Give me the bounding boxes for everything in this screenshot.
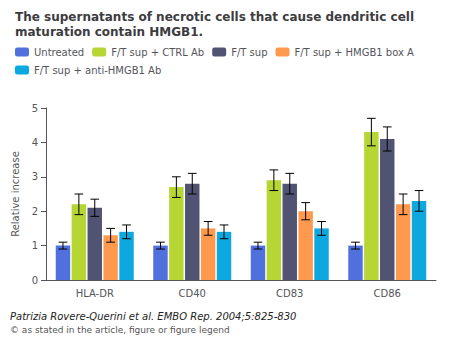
svg-text:1: 1	[32, 240, 38, 251]
svg-text:2: 2	[32, 206, 38, 217]
svg-text:© as stated in the article, fi: © as stated in the article, figure or fi…	[10, 325, 230, 335]
svg-text:CD86: CD86	[374, 288, 401, 299]
svg-text:F/T sup + anti-HMGB1 Ab: F/T sup + anti-HMGB1 Ab	[34, 65, 161, 76]
svg-text:maturation contain HMGB1.: maturation contain HMGB1.	[15, 25, 203, 39]
svg-text:Patrizia Rovere-Querini et al.: Patrizia Rovere-Querini et al. EMBO Rep.…	[10, 311, 296, 322]
svg-text:F/T sup: F/T sup	[231, 47, 267, 58]
svg-text:CD40: CD40	[179, 288, 206, 299]
svg-text:Untreated: Untreated	[34, 47, 84, 58]
svg-text:3: 3	[32, 171, 38, 182]
svg-text:4: 4	[32, 137, 38, 148]
svg-text:5: 5	[32, 103, 38, 114]
svg-text:0: 0	[32, 275, 38, 286]
svg-text:HLA-DR: HLA-DR	[76, 288, 114, 299]
svg-text:The supernatants of necrotic c: The supernatants of necrotic cells that …	[15, 10, 418, 24]
svg-text:Relative increase: Relative increase	[10, 151, 21, 237]
svg-text:F/T sup + CTRL Ab: F/T sup + CTRL Ab	[111, 47, 204, 58]
svg-text:F/T sup + HMGB1 box A: F/T sup + HMGB1 box A	[294, 47, 414, 58]
svg-text:CD83: CD83	[276, 288, 303, 299]
